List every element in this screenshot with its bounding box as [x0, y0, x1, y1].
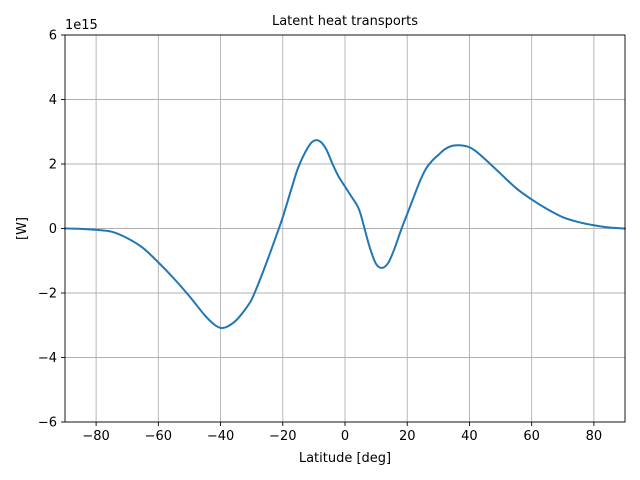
x-tick-label: −40	[207, 429, 234, 444]
series-line	[64, 139, 626, 330]
chart-title: Latent heat transports	[272, 14, 418, 29]
y-axis-label: [W]	[15, 217, 30, 240]
y-tick-label: −2	[38, 287, 57, 302]
grid-lines	[65, 34, 625, 423]
x-tick-label: 20	[399, 429, 416, 444]
x-tick-label: 60	[523, 429, 540, 444]
y-tick-label: −6	[38, 416, 57, 431]
x-tick-label: 80	[586, 429, 603, 444]
x-tick-label: −80	[82, 429, 109, 444]
y-tick-label: 2	[49, 158, 57, 173]
x-tick-label: −60	[145, 429, 172, 444]
x-tick-label: −20	[269, 429, 296, 444]
y-tick-label: 6	[49, 29, 57, 44]
x-tick-label: 0	[341, 429, 349, 444]
y-tick-label: −4	[38, 351, 57, 366]
series-layer	[64, 139, 626, 330]
x-tick-label: 40	[461, 429, 478, 444]
y-tick-label: 4	[49, 93, 57, 108]
y-offset-label: 1e15	[65, 18, 98, 33]
x-axis-label: Latitude [deg]	[299, 451, 391, 466]
y-tick-label: 0	[49, 222, 57, 237]
